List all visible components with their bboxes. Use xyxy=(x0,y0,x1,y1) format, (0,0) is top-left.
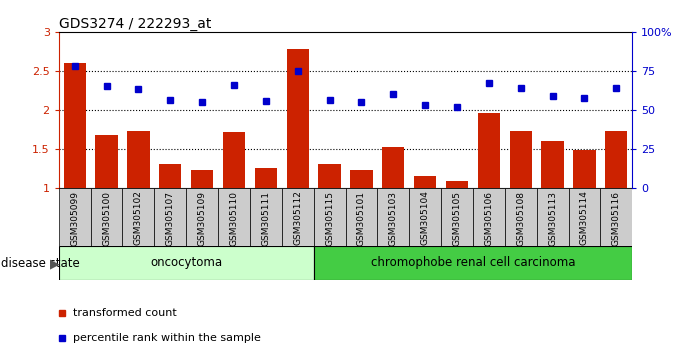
FancyBboxPatch shape xyxy=(250,188,282,246)
Text: GSM305110: GSM305110 xyxy=(229,190,238,246)
FancyBboxPatch shape xyxy=(154,188,186,246)
Bar xyxy=(350,171,372,188)
Text: GDS3274 / 222293_at: GDS3274 / 222293_at xyxy=(59,17,211,31)
Bar xyxy=(191,171,214,188)
Text: GSM305116: GSM305116 xyxy=(612,190,621,246)
Text: transformed count: transformed count xyxy=(73,308,177,318)
FancyBboxPatch shape xyxy=(186,188,218,246)
Bar xyxy=(574,150,596,188)
Bar xyxy=(64,63,86,188)
Bar xyxy=(319,164,341,188)
FancyBboxPatch shape xyxy=(441,188,473,246)
FancyBboxPatch shape xyxy=(473,188,505,246)
Bar xyxy=(542,141,564,188)
Text: GSM305103: GSM305103 xyxy=(389,190,398,246)
Bar xyxy=(95,136,117,188)
FancyBboxPatch shape xyxy=(409,188,441,246)
Bar xyxy=(414,176,436,188)
Text: percentile rank within the sample: percentile rank within the sample xyxy=(73,333,261,343)
Bar xyxy=(223,132,245,188)
Text: GSM305115: GSM305115 xyxy=(325,190,334,246)
FancyBboxPatch shape xyxy=(218,188,250,246)
Bar xyxy=(605,131,627,188)
FancyBboxPatch shape xyxy=(537,188,569,246)
Text: GSM305108: GSM305108 xyxy=(516,190,525,246)
FancyBboxPatch shape xyxy=(505,188,537,246)
Bar xyxy=(159,164,182,188)
Bar xyxy=(446,181,468,188)
Text: GSM305106: GSM305106 xyxy=(484,190,493,246)
Bar xyxy=(287,49,309,188)
FancyBboxPatch shape xyxy=(346,188,377,246)
Text: GSM305109: GSM305109 xyxy=(198,190,207,246)
Text: GSM305104: GSM305104 xyxy=(421,190,430,245)
Text: oncocytoma: oncocytoma xyxy=(150,256,223,269)
Text: GSM305102: GSM305102 xyxy=(134,190,143,245)
Text: GSM305101: GSM305101 xyxy=(357,190,366,246)
FancyBboxPatch shape xyxy=(59,246,314,280)
Text: GSM305105: GSM305105 xyxy=(453,190,462,246)
Text: ▶: ▶ xyxy=(50,257,59,270)
FancyBboxPatch shape xyxy=(377,188,409,246)
Text: chromophobe renal cell carcinoma: chromophobe renal cell carcinoma xyxy=(370,256,575,269)
Bar xyxy=(255,168,277,188)
Bar xyxy=(509,131,532,188)
FancyBboxPatch shape xyxy=(314,188,346,246)
Bar xyxy=(382,147,404,188)
Text: disease state: disease state xyxy=(1,257,80,270)
Text: GSM305100: GSM305100 xyxy=(102,190,111,246)
Bar xyxy=(127,131,149,188)
FancyBboxPatch shape xyxy=(91,188,122,246)
Text: GSM305112: GSM305112 xyxy=(293,190,302,245)
FancyBboxPatch shape xyxy=(282,188,314,246)
FancyBboxPatch shape xyxy=(314,246,632,280)
FancyBboxPatch shape xyxy=(122,188,154,246)
FancyBboxPatch shape xyxy=(569,188,600,246)
FancyBboxPatch shape xyxy=(600,188,632,246)
Text: GSM305107: GSM305107 xyxy=(166,190,175,246)
Text: GSM305114: GSM305114 xyxy=(580,190,589,245)
FancyBboxPatch shape xyxy=(59,188,91,246)
Text: GSM305111: GSM305111 xyxy=(261,190,270,246)
Bar xyxy=(477,113,500,188)
Text: GSM305099: GSM305099 xyxy=(70,190,79,246)
Text: GSM305113: GSM305113 xyxy=(548,190,557,246)
